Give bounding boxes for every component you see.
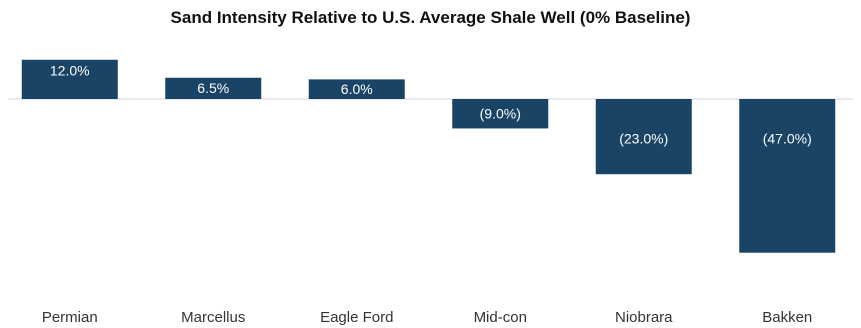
- category-labels-layer: Permian Marcellus Eagle Ford Mid-con Niobrar…: [42, 309, 812, 326]
- category-label: Marcellus: [181, 309, 245, 326]
- category-label: Mid-con: [474, 309, 527, 326]
- bar-eagle-ford: [308, 79, 405, 99]
- category-label: Eagle Ford: [320, 309, 393, 326]
- data-label: 6.0%: [341, 81, 373, 97]
- bars-layer: [21, 59, 836, 253]
- data-label: (23.0%): [619, 131, 668, 147]
- data-label: 6.5%: [197, 80, 229, 96]
- data-label: (47.0%): [763, 131, 812, 147]
- data-label: 12.0%: [50, 62, 90, 78]
- bar-bakken: [739, 99, 836, 253]
- category-label: Niobrara: [615, 309, 673, 326]
- bar-permian: [21, 59, 118, 99]
- category-label: Bakken: [762, 309, 812, 326]
- data-labels-layer: 12.0% 6.5% 6.0% (9.0%) (23.0%) (47.0%): [50, 62, 812, 146]
- bar-marcellus: [165, 77, 262, 99]
- chart-title: Sand Intensity Relative to U.S. Average …: [170, 8, 691, 27]
- data-label: (9.0%): [480, 105, 521, 121]
- bar-mid-con: [452, 99, 549, 129]
- category-label: Permian: [42, 309, 98, 326]
- bar-niobrara: [595, 99, 692, 175]
